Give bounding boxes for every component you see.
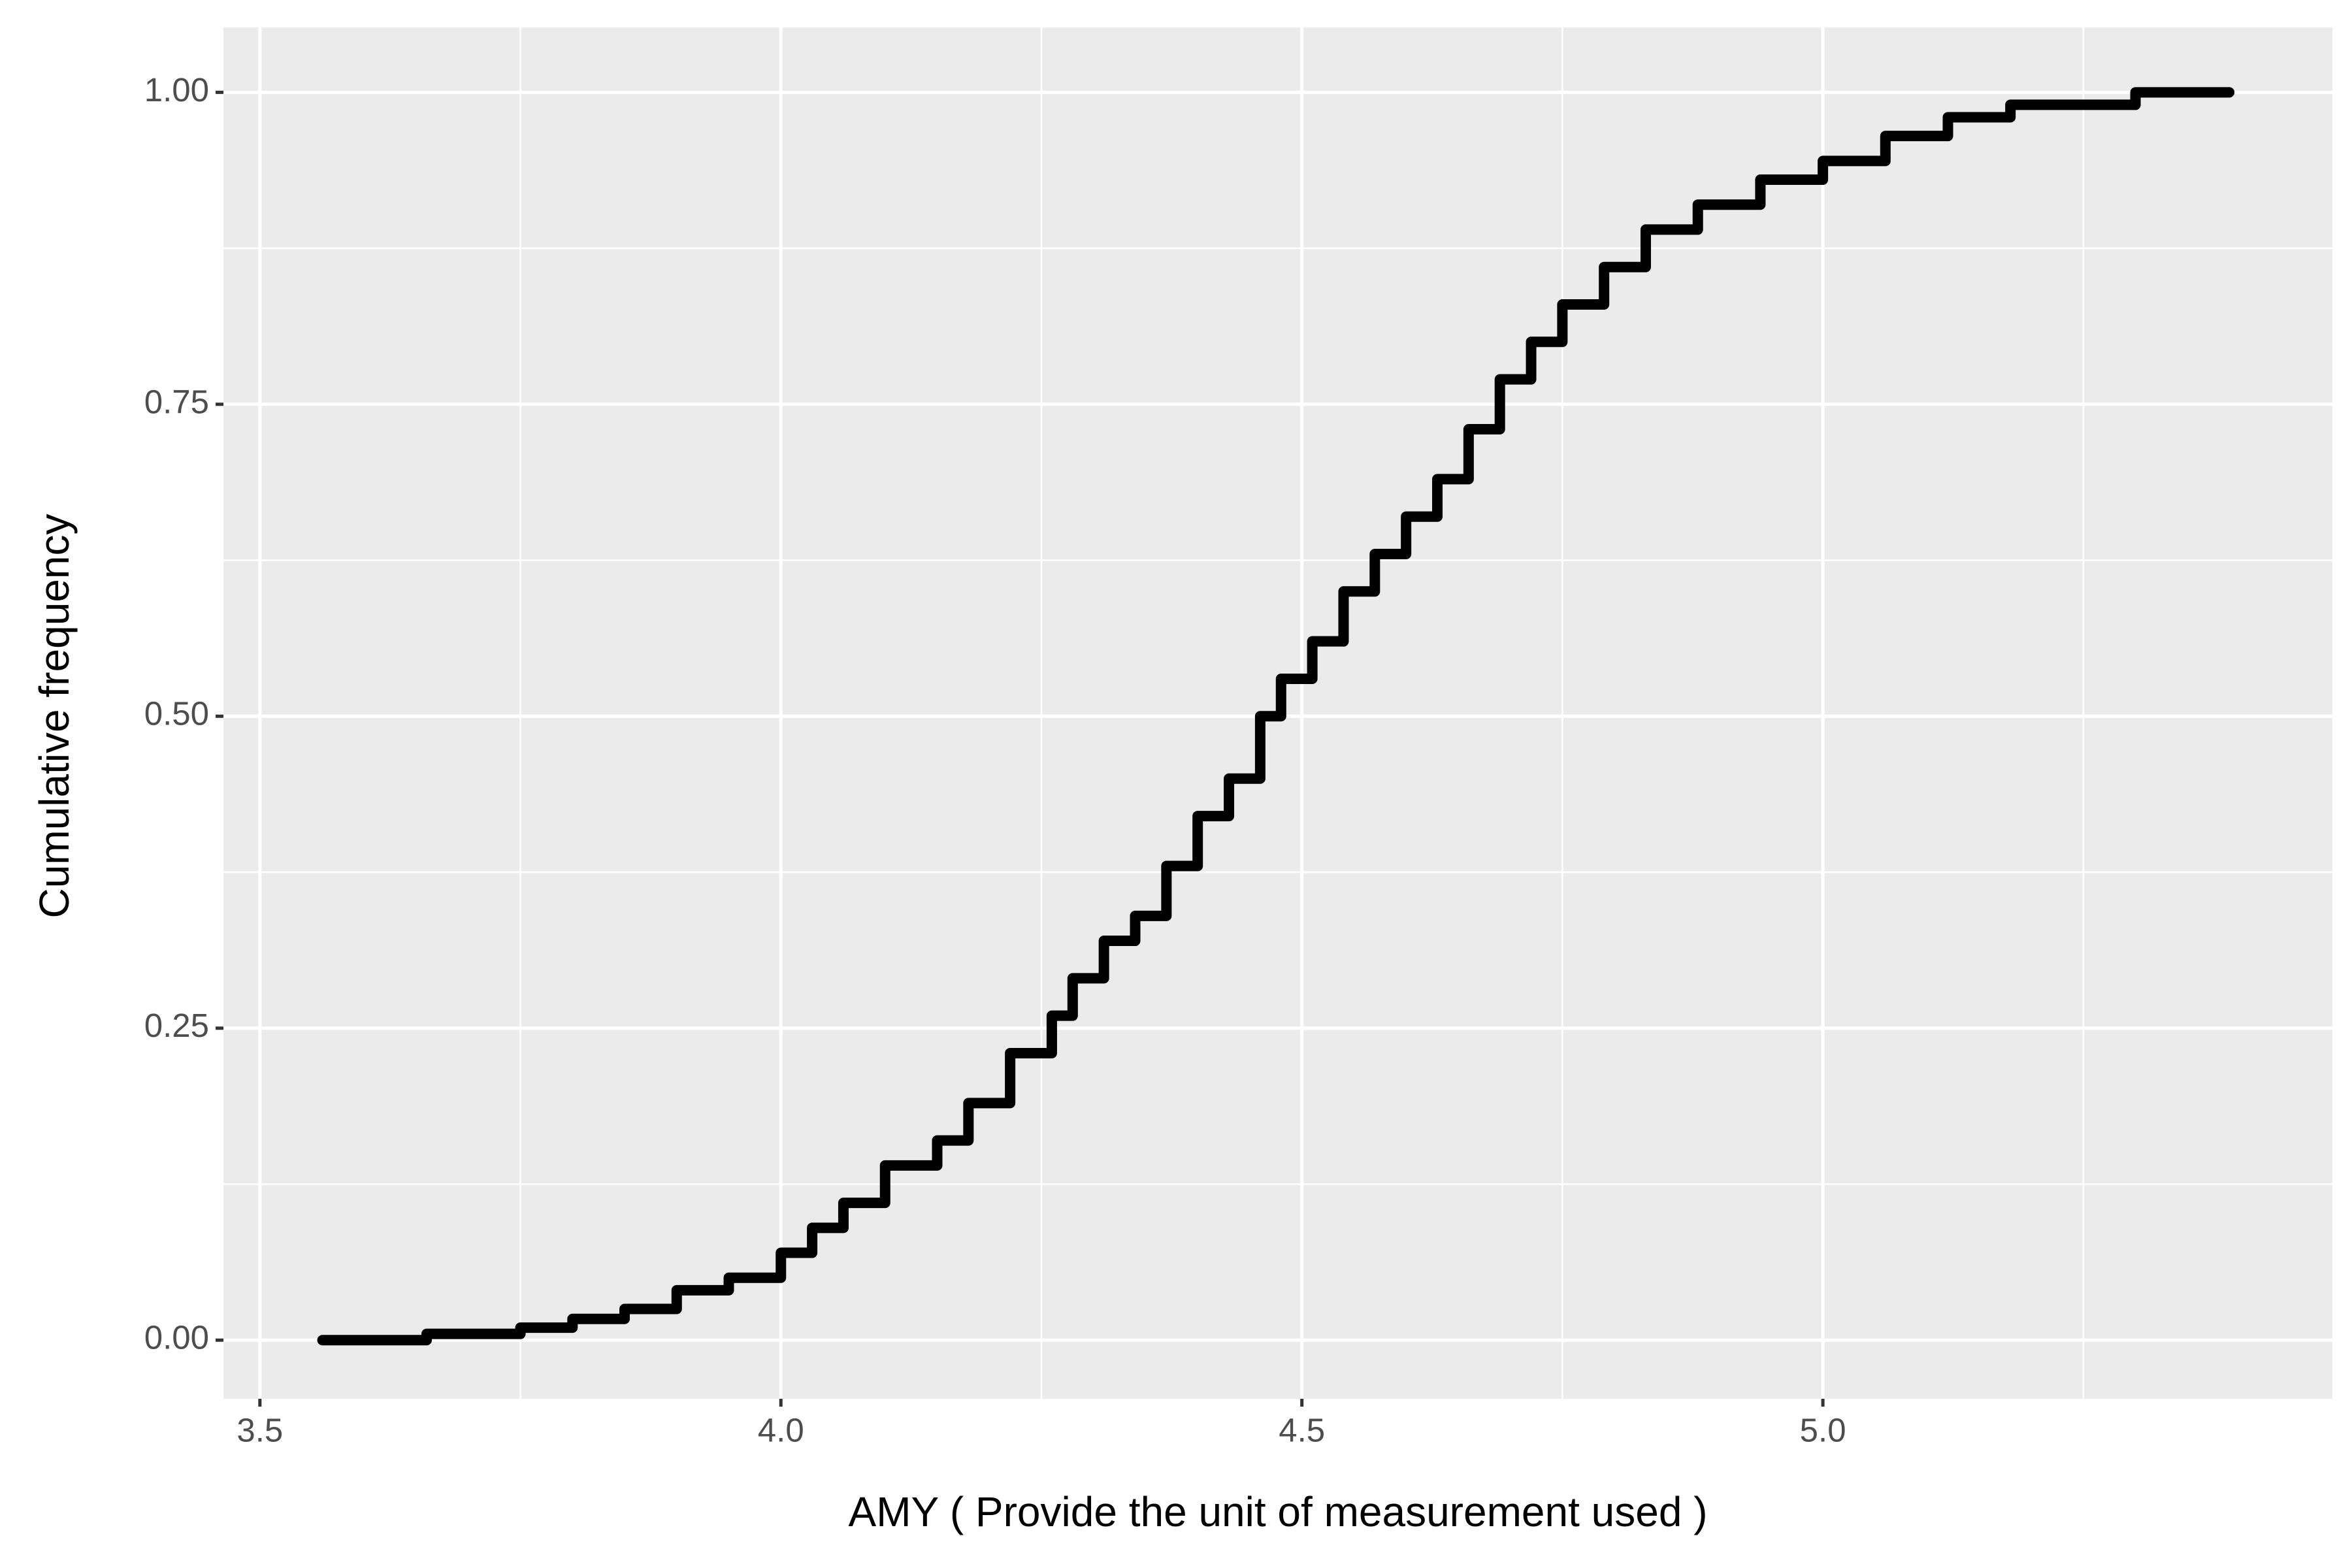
y-axis-title: Cumulative frequency xyxy=(31,514,78,919)
y-tick-label: 0.00 xyxy=(144,1319,209,1356)
x-tick-label: 5.0 xyxy=(1800,1411,1846,1448)
y-tick-label: 1.00 xyxy=(144,71,209,108)
x-tick-label: 4.0 xyxy=(758,1411,804,1448)
y-tick-label: 0.75 xyxy=(144,383,209,420)
x-tick-label: 4.5 xyxy=(1279,1411,1325,1448)
marks xyxy=(317,87,2235,1346)
x-tick-label: 3.5 xyxy=(237,1411,283,1448)
y-tick-label: 0.50 xyxy=(144,695,209,732)
y-tick-label: 0.25 xyxy=(144,1007,209,1044)
x-axis-title: AMY ( Provide the unit of measurement us… xyxy=(849,1488,1708,1535)
ecdf-line xyxy=(317,87,2235,1346)
